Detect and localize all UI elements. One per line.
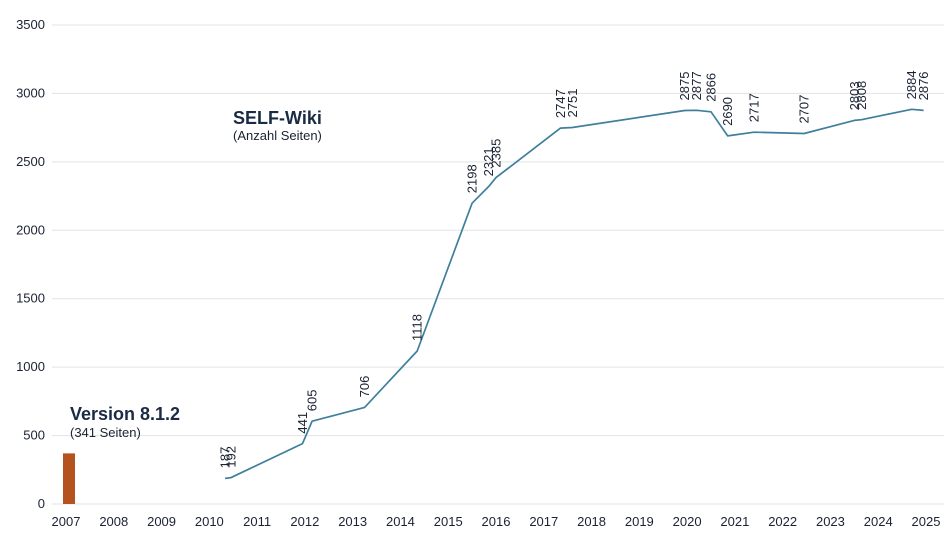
y-tick-label: 2500 bbox=[16, 154, 45, 169]
data-label: 2808 bbox=[854, 81, 869, 110]
x-tick-label: 2017 bbox=[529, 514, 558, 529]
data-label: 706 bbox=[357, 376, 372, 398]
x-tick-label: 2010 bbox=[195, 514, 224, 529]
data-label: 605 bbox=[305, 390, 320, 412]
data-label: 192 bbox=[223, 446, 238, 468]
gridlines bbox=[52, 24, 944, 505]
x-tick-label: 2015 bbox=[434, 514, 463, 529]
data-label: 2385 bbox=[488, 139, 503, 168]
data-label: 2876 bbox=[916, 71, 931, 100]
data-label: 2198 bbox=[465, 164, 480, 193]
x-tick-label: 2011 bbox=[243, 514, 271, 529]
data-label: 2747 bbox=[553, 89, 568, 118]
data-label: 2875 bbox=[677, 72, 692, 101]
data-label: 1118 bbox=[410, 314, 425, 341]
x-tick-label: 2020 bbox=[673, 514, 702, 529]
y-tick-label: 2000 bbox=[16, 222, 45, 237]
x-tick-label: 2007 bbox=[52, 514, 81, 529]
data-label: 2866 bbox=[703, 73, 718, 102]
version-title: Version 8.1.2 bbox=[70, 404, 180, 424]
data-label: 2707 bbox=[797, 95, 812, 124]
data-label: 187 bbox=[218, 447, 233, 469]
wiki-subtitle: (Anzahl Seiten) bbox=[233, 128, 322, 143]
y-tick-label: 500 bbox=[23, 428, 45, 443]
x-tick-label: 2018 bbox=[577, 514, 606, 529]
x-tick-label: 2013 bbox=[338, 514, 367, 529]
x-tick-label: 2009 bbox=[147, 514, 176, 529]
x-tick-label: 2022 bbox=[768, 514, 797, 529]
series-lines bbox=[224, 108, 924, 480]
version-subtitle: (341 Seiten) bbox=[70, 425, 141, 440]
y-tick-label: 0 bbox=[38, 496, 45, 511]
version-bar bbox=[63, 453, 75, 504]
y-tick-label: 1500 bbox=[16, 291, 45, 306]
y-tick-label: 1000 bbox=[16, 359, 45, 374]
series-line bbox=[224, 108, 924, 480]
wiki-title: SELF-Wiki bbox=[233, 108, 322, 128]
data-label: 441 bbox=[295, 412, 310, 434]
y-tick-label: 3000 bbox=[16, 85, 45, 100]
data-label: 2690 bbox=[720, 97, 735, 126]
x-tick-label: 2014 bbox=[386, 514, 415, 529]
y-tick-label: 3500 bbox=[16, 17, 45, 32]
data-label: 2877 bbox=[689, 71, 704, 100]
x-axis-ticks: 2007 2008 2009 2010 2011 2012 2013 2014 2015 2016… bbox=[52, 514, 941, 529]
data-label: 2884 bbox=[904, 70, 919, 99]
x-tick-label: 2023 bbox=[816, 514, 845, 529]
data-label: 2321 bbox=[481, 147, 496, 176]
data-label: 2717 bbox=[746, 93, 761, 122]
data-label: 2751 bbox=[565, 89, 580, 118]
x-tick-label: 2024 bbox=[864, 514, 893, 529]
x-tick-label: 2016 bbox=[482, 514, 511, 529]
x-tick-label: 2012 bbox=[290, 514, 319, 529]
x-tick-label: 2021 bbox=[720, 514, 749, 529]
y-axis-ticks: 0 500 1000 1500 2000 2500 3000 3500 bbox=[16, 17, 45, 511]
data-label: 2803 bbox=[847, 81, 862, 110]
x-tick-label: 2008 bbox=[99, 514, 128, 529]
x-tick-label: 2025 bbox=[912, 514, 941, 529]
bars bbox=[63, 453, 75, 504]
x-tick-label: 2019 bbox=[625, 514, 654, 529]
